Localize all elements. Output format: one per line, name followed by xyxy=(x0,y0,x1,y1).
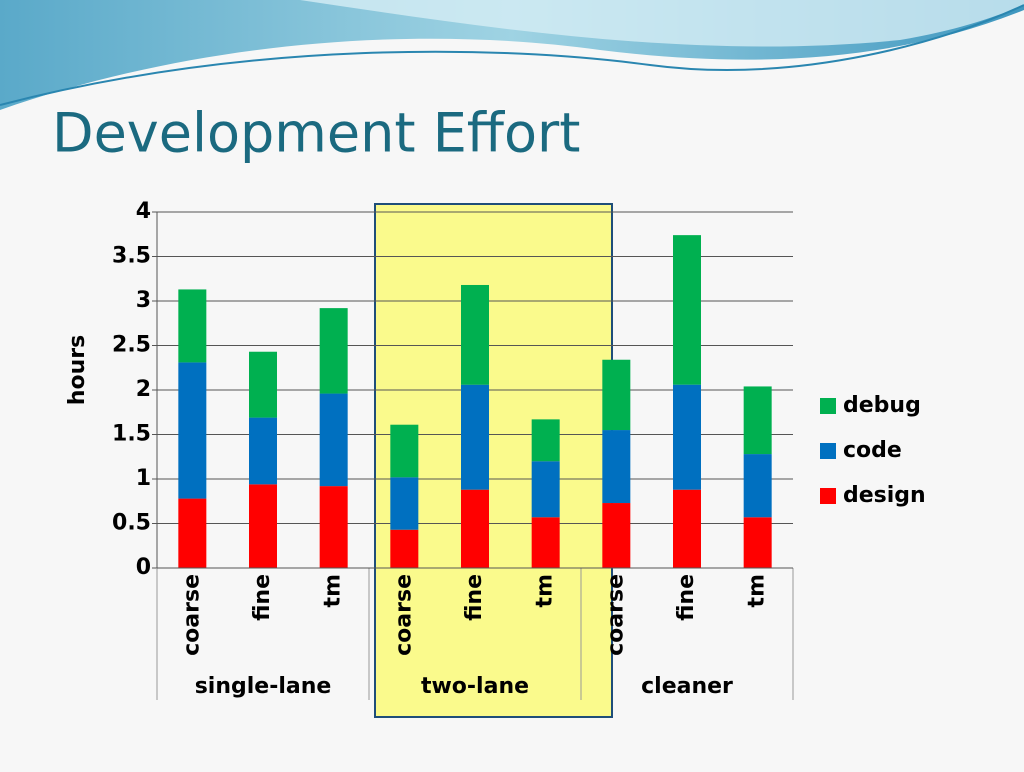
bar-segment xyxy=(531,461,560,518)
bar-segment xyxy=(531,419,560,462)
bar-segment xyxy=(249,417,277,485)
bar-segment xyxy=(390,477,419,530)
legend-swatch xyxy=(820,488,836,504)
bar-segment xyxy=(461,384,489,490)
legend-label: code xyxy=(843,438,902,463)
header-line xyxy=(0,4,1024,106)
legend-swatch xyxy=(820,398,836,414)
bar-segment xyxy=(602,430,631,504)
y-tick-label: 2.5 xyxy=(112,333,151,358)
group-label: two-lane xyxy=(421,674,529,699)
bar-segment xyxy=(602,359,631,431)
x-tick-label: coarse xyxy=(179,574,204,656)
x-tick-label: fine xyxy=(462,574,487,621)
y-tick-label: 0.5 xyxy=(112,511,151,536)
bar-segment xyxy=(461,489,489,568)
x-tick-label: coarse xyxy=(603,574,628,656)
x-tick-label: coarse xyxy=(391,574,416,656)
bar-segment xyxy=(531,517,560,568)
bar-segment xyxy=(673,384,701,490)
legend-label: design xyxy=(843,483,926,508)
group-label: single-lane xyxy=(195,674,332,699)
group-label: cleaner xyxy=(641,674,733,699)
y-tick-label: 3 xyxy=(136,288,151,313)
bar-segment xyxy=(390,529,419,568)
bar-segment xyxy=(178,498,207,568)
header-wave-light xyxy=(300,0,1024,47)
bar-segment xyxy=(743,454,772,518)
y-tick-label: 1.5 xyxy=(112,422,151,447)
x-tick-label: fine xyxy=(250,574,275,621)
bar-segment xyxy=(178,362,207,499)
bar-segment xyxy=(602,503,631,568)
y-tick-label: 0 xyxy=(136,555,151,580)
y-tick-label: 3.5 xyxy=(112,244,151,269)
bar-segment xyxy=(673,235,701,385)
slide-title: Development Effort xyxy=(52,102,580,165)
bar-segment xyxy=(319,308,348,394)
bar-segment xyxy=(743,517,772,568)
chart: 0 0.5 1 1.5 2 2.5 3 3.5 4 hours coarse fine tm coarse… xyxy=(65,199,926,718)
legend-label: debug xyxy=(843,393,921,418)
bar-segment xyxy=(319,486,348,568)
bar-segment xyxy=(390,424,419,478)
y-tick-label: 4 xyxy=(136,199,151,224)
x-tick-label: tm xyxy=(533,574,558,607)
x-tick-label: tm xyxy=(321,574,346,607)
legend-swatch xyxy=(820,443,836,459)
bar-segment xyxy=(249,484,277,568)
y-tick-label: 2 xyxy=(136,377,151,402)
bar-segment xyxy=(178,289,207,363)
y-tick-label: 1 xyxy=(136,466,151,491)
bar-segment xyxy=(673,489,701,568)
bar-segment xyxy=(319,393,348,487)
y-axis-title: hours xyxy=(65,335,90,405)
x-tick-label: tm xyxy=(745,574,770,607)
bar-segment xyxy=(743,386,772,455)
bar-segment xyxy=(249,351,277,418)
bar-segment xyxy=(461,284,489,385)
x-tick-label: fine xyxy=(674,574,699,621)
